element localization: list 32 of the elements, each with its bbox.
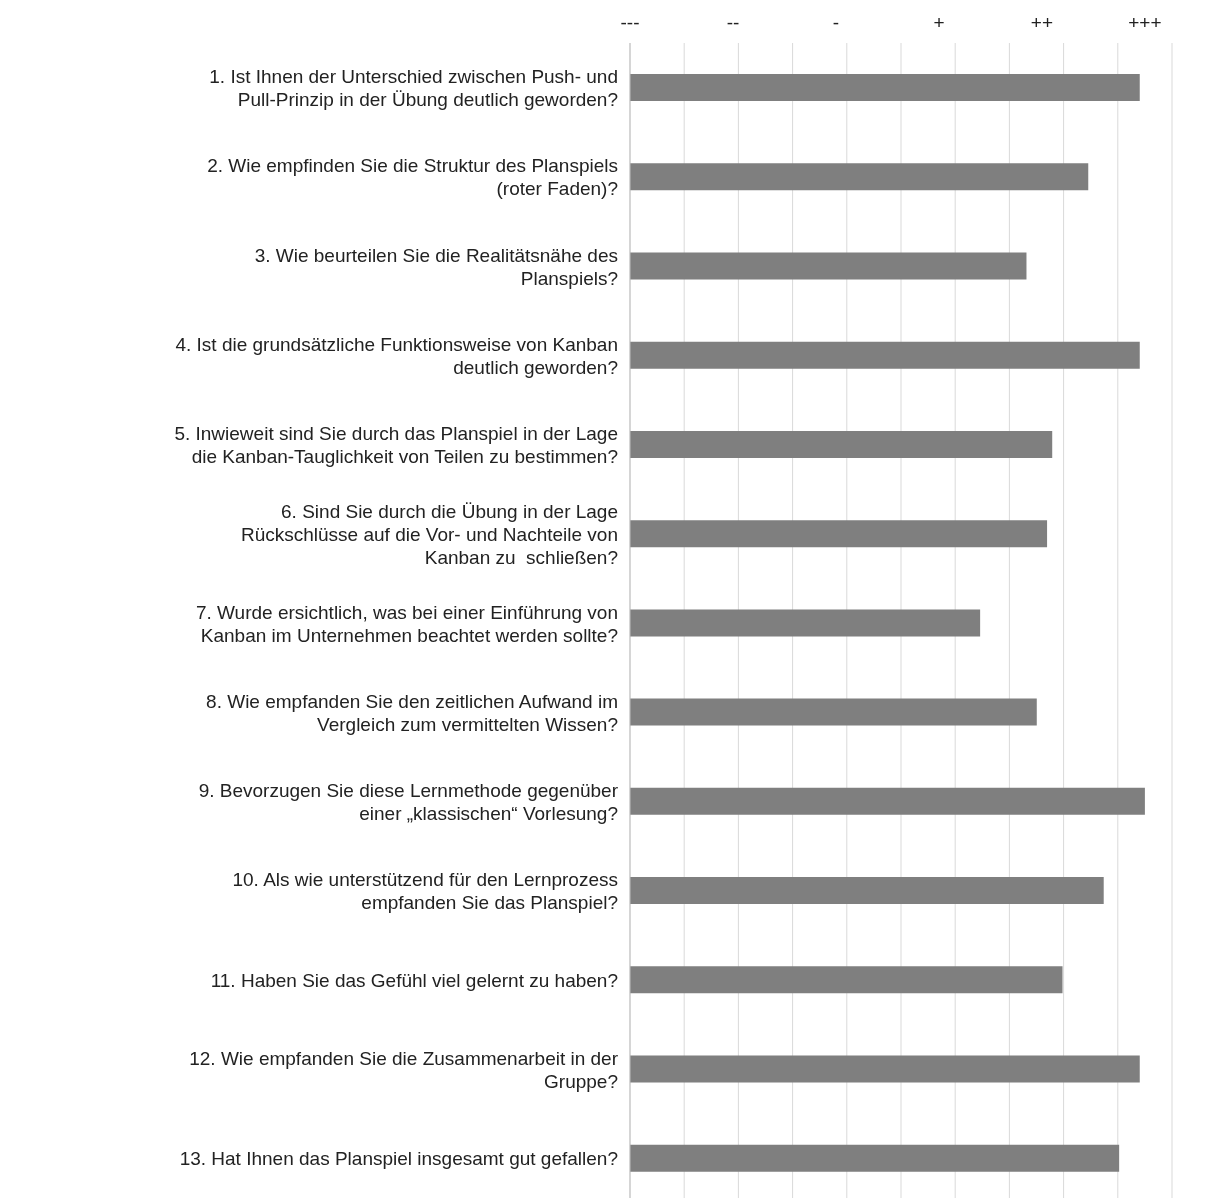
y-tick-label: 7. Wurde ersichtlich, was bei einer Einführung von Kanban im Unternehmen beachtet werden sollte? — [195, 601, 618, 645]
bar — [630, 1144, 1120, 1172]
bar — [630, 877, 1104, 905]
y-tick-label: 11. Haben Sie das Gefühl viel gelernt zu haben? — [210, 969, 618, 991]
text: -- — [726, 12, 740, 34]
text: - — [832, 12, 840, 34]
y-tick-label: 9. Bevorzugen Sie diese Lernmethode gegenüber einer „klassischen“ Vorlesung? — [198, 779, 619, 824]
y-tick-label: 10. Als wie unterstützend für den Lernprozess empfanden Sie das Planspiel? — [232, 868, 618, 913]
bar — [630, 163, 1089, 191]
bar — [630, 966, 1063, 994]
bar — [630, 520, 1048, 548]
bar — [630, 1055, 1140, 1083]
y-tick-label: 6. Sind Sie durch die Übung in der Lage Rückschlüsse auf die Vor- und Nachteile von Kanban zu schließen? — [240, 500, 618, 568]
bar — [630, 74, 1140, 101]
y-tick-label: 12. Wie empfanden Sie die Zusammenarbeit in der Gruppe? — [189, 1047, 619, 1092]
y-tick-label: 8. Wie empfanden Sie den zeitlichen Aufwand im Vergleich zum vermittelten Wissen? — [206, 690, 618, 735]
y-tick-label: 5. Inwieweit sind Sie durch das Planspiel in der Lage die Kanban-Tauglichkeit von Teilen zu bestimmen? — [174, 422, 618, 467]
text: ++ — [1030, 12, 1054, 34]
bar — [630, 787, 1145, 815]
y-tick-label: 13. Hat Ihnen das Planspiel insgesamt gut gefallen? — [179, 1147, 618, 1169]
bar — [630, 609, 981, 637]
y-tick-label: 3. Wie beurteilen Sie die Realitätsnähe des Planspiels? — [254, 244, 618, 289]
y-tick-label: 2. Wie empfinden Sie die Struktur des Planspiels (roter Faden)? — [207, 154, 618, 199]
y-tick-label: 1. Ist Ihnen der Unterschied zwischen Push- und Pull-Prinzip in der Übung deutlich geworden? — [209, 65, 618, 110]
text: + — [933, 12, 945, 34]
y-tick-label: 4. Ist die grundsätzliche Funktionsweise von Kanban deutlich geworden? — [175, 333, 618, 378]
bar — [630, 341, 1140, 369]
text: +++ — [1128, 12, 1162, 34]
bar — [630, 698, 1037, 726]
text: --- — [620, 12, 640, 34]
bar — [630, 252, 1027, 280]
bar — [630, 430, 1053, 458]
